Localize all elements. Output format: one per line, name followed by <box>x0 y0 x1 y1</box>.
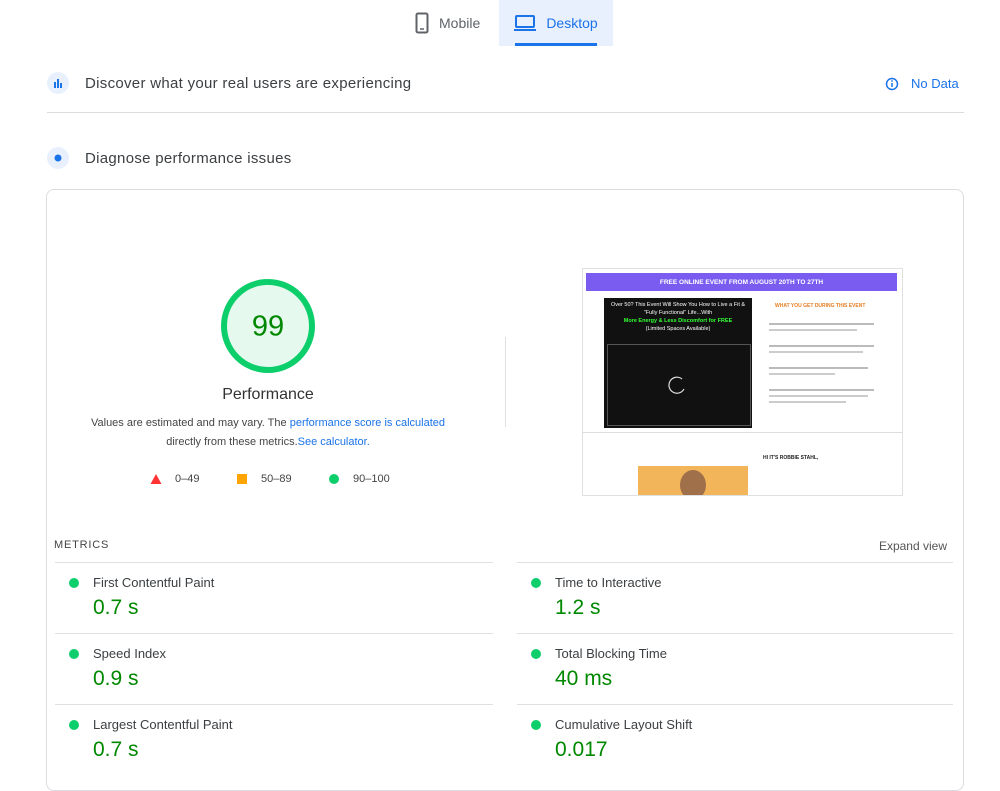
thumb-banner: FREE ONLINE EVENT FROM AUGUST 20TH TO 27… <box>586 273 897 291</box>
metric-status-dot <box>531 649 541 659</box>
calculator-link[interactable]: See calculator. <box>297 436 370 448</box>
metric-status-dot <box>531 578 541 588</box>
metric-row: Total Blocking Time 40 ms <box>517 633 953 704</box>
metric-status-dot <box>69 649 79 659</box>
thumb-subline: (Limited Spaces Available) <box>645 326 711 332</box>
legend-label: 50–89 <box>261 473 292 485</box>
metric-name: Largest Contentful Paint <box>93 717 233 732</box>
bars-icon <box>54 79 62 88</box>
thumb-hero: Over 50? This Event Will Show You How to… <box>604 298 752 428</box>
metric-name: Speed Index <box>93 646 167 661</box>
metric-value: 1.2 s <box>555 596 601 619</box>
mobile-icon <box>415 12 429 34</box>
tab-underline <box>515 43 597 46</box>
metric-value: 0.017 <box>555 738 608 761</box>
tab-label: Desktop <box>546 15 598 31</box>
legend-average: 50–89 <box>236 473 292 485</box>
metric-row: Time to Interactive 1.2 s <box>517 562 953 633</box>
metric-value: 40 ms <box>555 667 613 690</box>
diagnose-icon <box>47 147 69 169</box>
note-text: directly from these metrics. <box>166 436 298 448</box>
separator <box>47 112 964 113</box>
legend-label: 0–49 <box>175 473 200 485</box>
thumb-video <box>607 344 751 426</box>
metric-row: Speed Index 0.9 s <box>55 633 493 704</box>
metric-row: First Contentful Paint 0.7 s <box>55 562 493 633</box>
status-text: No Data <box>911 76 959 91</box>
metric-value: 0.7 s <box>93 596 139 619</box>
metric-name: Time to Interactive <box>555 575 662 590</box>
gauge-arc <box>221 279 315 373</box>
desktop-icon <box>514 15 537 31</box>
thumb-headline: Over 50? This Event Will Show You How to… <box>610 302 746 316</box>
legend-label: 90–100 <box>353 473 390 485</box>
metric-row: Largest Contentful Paint 0.7 s <box>55 704 493 775</box>
score-value: 99 <box>252 311 284 343</box>
thumb-rule <box>583 432 902 433</box>
thumb-greeting: HI IT'S ROBBIE STAHL, <box>763 455 819 461</box>
note-link[interactable]: performance score is calculated <box>289 417 445 429</box>
metric-name: Cumulative Layout Shift <box>555 717 693 732</box>
page-screenshot: FREE ONLINE EVENT FROM AUGUST 20TH TO 27… <box>582 268 903 496</box>
section-title: Diagnose performance issues <box>85 150 292 167</box>
thumb-headline-block: Over 50? This Event Will Show You How to… <box>604 298 752 336</box>
target-icon <box>54 154 62 162</box>
info-icon <box>885 77 899 90</box>
metrics-heading: METRICS <box>54 539 110 551</box>
expand-view[interactable]: Expand view <box>878 539 947 553</box>
metric-value: 0.9 s <box>93 667 139 690</box>
legend-circle <box>329 474 339 484</box>
note-text: Values are estimated and may vary. The <box>90 417 287 429</box>
thumb-highlight: More Energy & Less Discomfort for FREE <box>623 318 733 324</box>
legend-triangle <box>150 474 162 484</box>
score-note: Values are estimated and may vary. The p… <box>70 414 466 452</box>
page: html, body { margin: 0; padding: 0; } bo… <box>46 0 964 791</box>
metric-name: First Contentful Paint <box>93 575 215 590</box>
thumb-photo <box>638 466 748 495</box>
tab-mobile[interactable]: Mobile <box>405 0 509 46</box>
tab-desktop[interactable]: Desktop <box>499 0 613 46</box>
legend-square <box>237 474 247 484</box>
legend-fail: 0–49 <box>150 473 199 485</box>
metric-status-dot <box>69 578 79 588</box>
field-data-icon <box>47 72 69 94</box>
legend-pass: 90–100 <box>328 473 390 485</box>
divider <box>505 337 506 427</box>
score-gauge: 99 <box>221 279 315 373</box>
pagespeed-report: { "tabs": ["Mobile", "Desktop"], "field_… <box>46 0 964 791</box>
no-data-status[interactable]: No Data <box>885 76 959 91</box>
metric-row: Cumulative Layout Shift 0.017 <box>517 704 953 775</box>
metric-status-dot <box>531 720 541 730</box>
gauge-label: Performance <box>222 386 314 403</box>
thumb-side-heading: WHAT YOU GET DURING THIS EVENT <box>775 303 866 309</box>
tab-label: Mobile <box>439 15 481 31</box>
metric-status-dot <box>69 720 79 730</box>
metric-value: 0.7 s <box>93 738 139 761</box>
spinner <box>668 376 685 394</box>
thumb-side-lines <box>769 319 879 407</box>
section-title: Discover what your real users are experi… <box>85 75 412 92</box>
metric-name: Total Blocking Time <box>555 646 667 661</box>
